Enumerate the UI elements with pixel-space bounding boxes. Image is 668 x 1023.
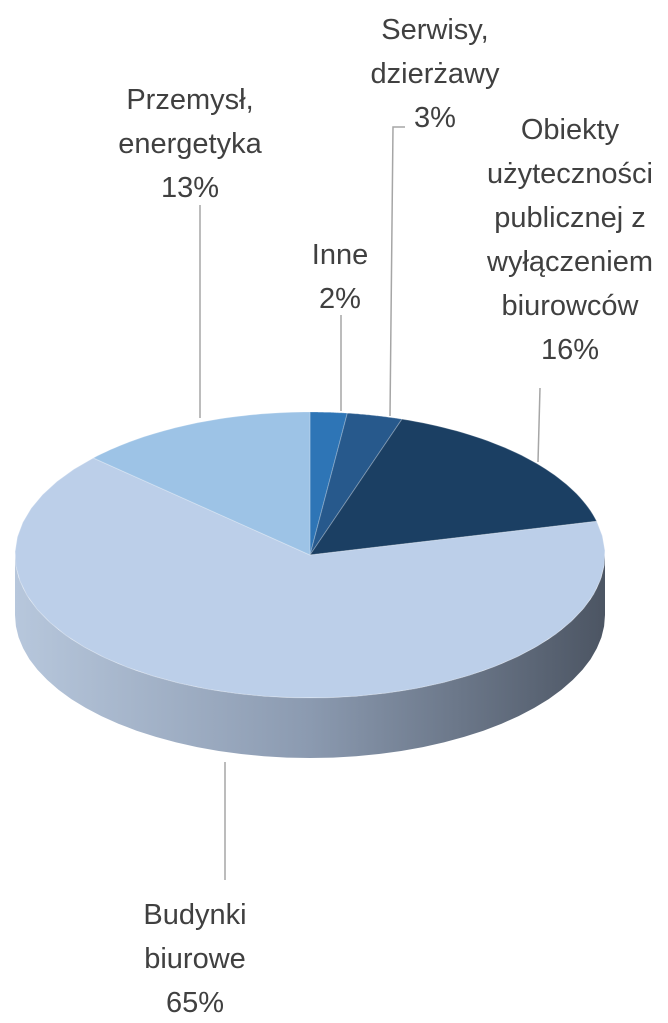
value-label: 2% (319, 283, 361, 315)
pie-slice (308, 418, 598, 556)
value-label: 65% (165, 987, 225, 1019)
pie-slice (309, 411, 348, 556)
pie-side (15, 555, 605, 758)
data-label: Przemysł, energetyka 13% (95, 78, 285, 210)
category-label: Budynki biurowe (143, 899, 247, 975)
value-label: 3% (414, 102, 456, 134)
pie-slice (309, 412, 403, 556)
pie-slice (92, 411, 311, 556)
category-label: Serwisy, dzierżawy (370, 14, 500, 90)
leader-line (389, 126, 405, 417)
category-label: Obiekty użyteczności publicznej z wyłącz… (486, 114, 653, 322)
leader-line (537, 387, 541, 463)
data-label: Obiekty użyteczności publicznej z wyłącz… (468, 108, 668, 372)
data-label: Serwisy, dzierżawy 3% (350, 8, 520, 140)
category-label: Inne (311, 239, 369, 271)
category-label: Przemysł, energetyka (118, 84, 262, 160)
value-label: 13% (160, 172, 220, 204)
pie-slice (14, 457, 606, 699)
data-label: Budynki biurowe 65% (125, 893, 265, 1023)
value-label: 16% (540, 334, 600, 366)
data-label: Inne 2% (280, 233, 400, 321)
